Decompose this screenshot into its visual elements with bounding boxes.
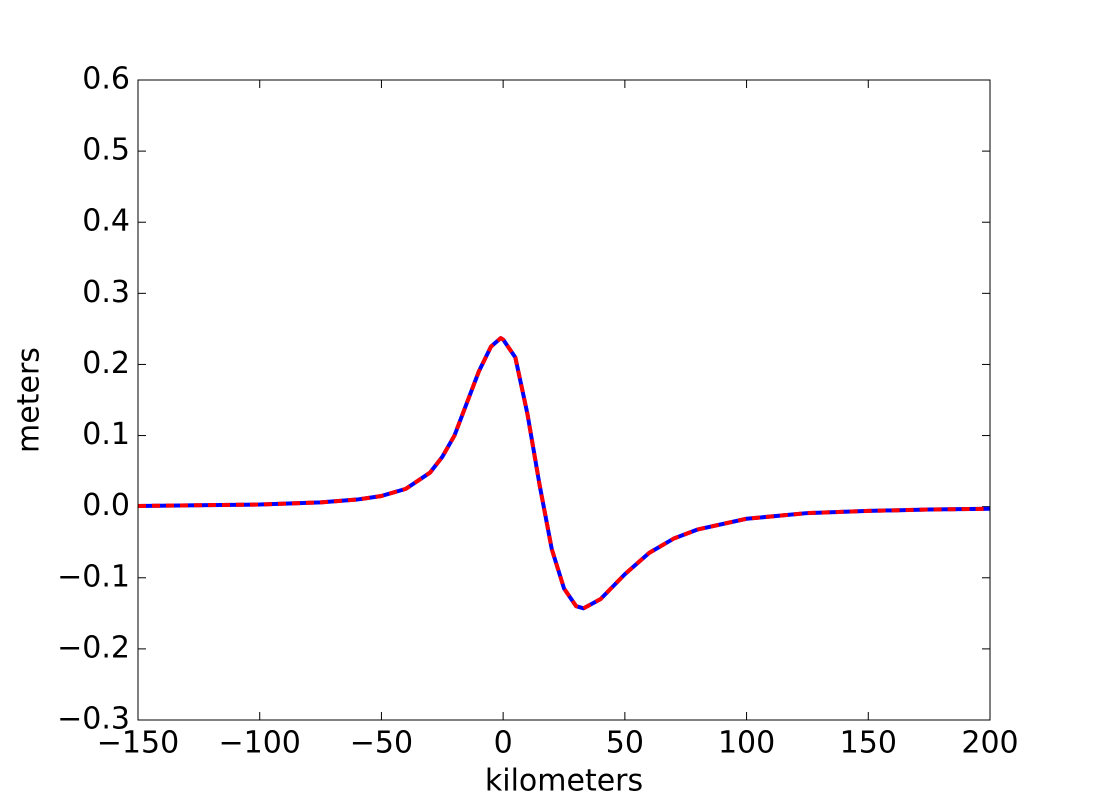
plot-frame [137,79,991,721]
y-tick-label: 0.4 [82,204,130,239]
y-tick-label: 0.1 [82,417,130,452]
y-axis-label: meters [12,347,47,453]
y-tick-label: −0.1 [57,559,130,594]
x-tick-label: 100 [718,726,775,761]
x-tick-label: 150 [840,726,897,761]
x-tick-label: −150 [97,726,179,761]
x-axis-label: kilometers [485,764,643,799]
y-tick-label: 0.5 [82,133,130,168]
y-tick-label: 0.6 [82,62,130,97]
y-tick-label: 0.3 [82,275,130,310]
line-series [137,336,991,611]
y-tick-label: −0.2 [57,630,130,665]
y-tick-label: 0.2 [82,346,130,381]
y-tick-label: 0.0 [82,488,130,523]
y-tick-label: −0.3 [57,702,130,737]
x-tick-label: −100 [219,726,301,761]
x-tick-label: 50 [606,726,644,761]
x-tick-label: −50 [350,726,413,761]
x-tick-label: 200 [961,726,1018,761]
x-tick-label: 0 [494,726,513,761]
